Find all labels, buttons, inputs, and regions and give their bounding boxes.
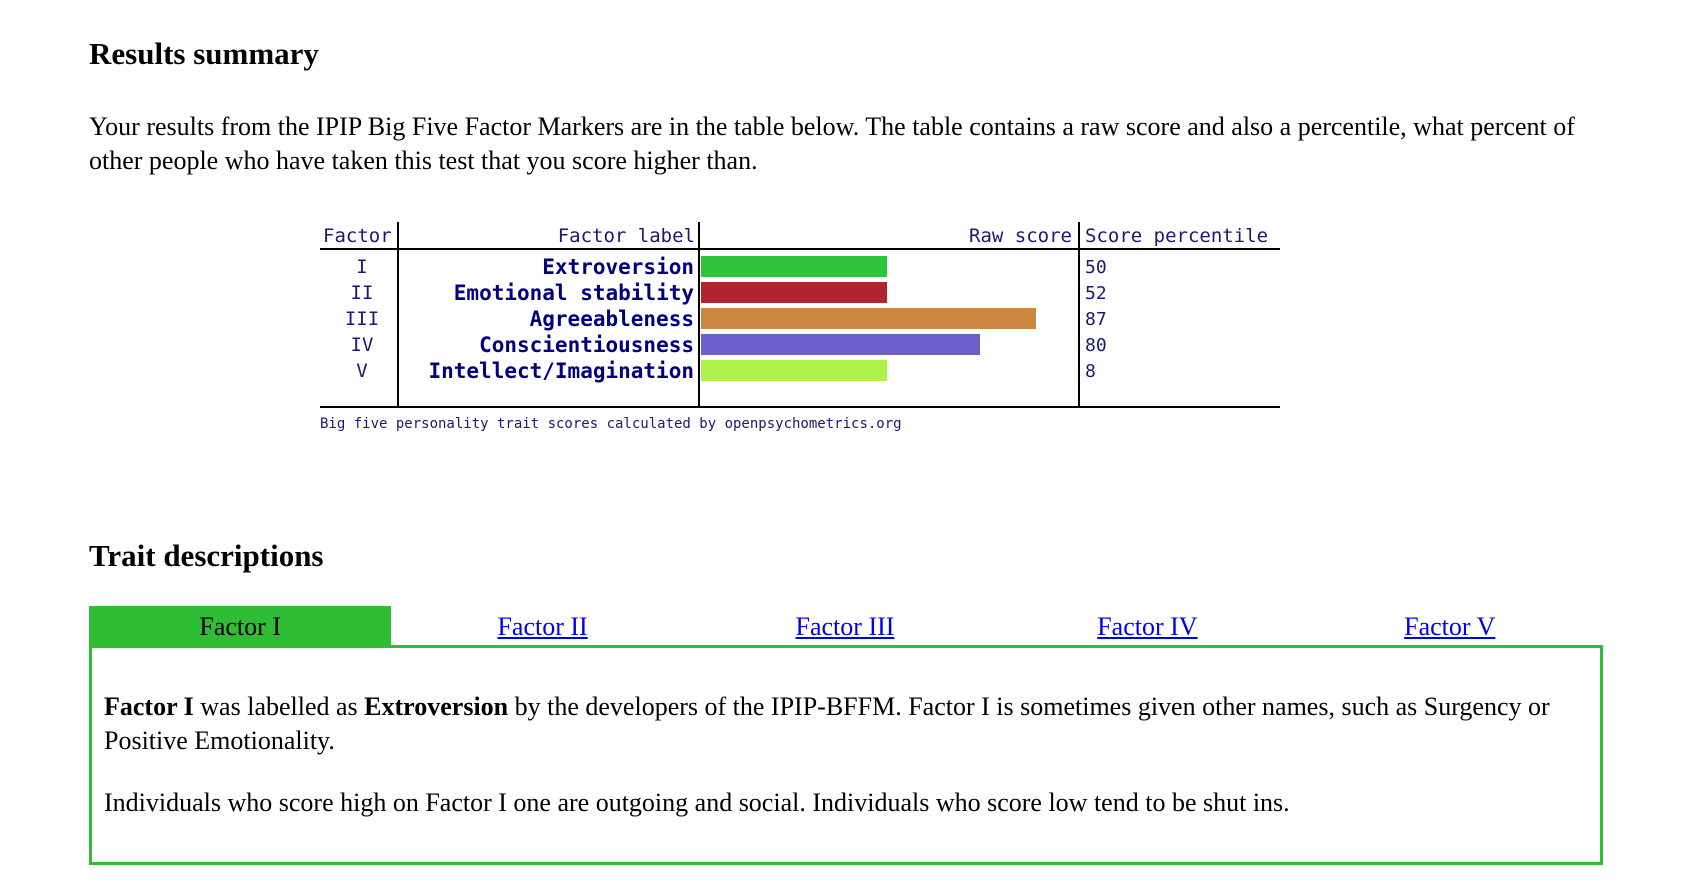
trait-description-paragraph-1: Factor I was labelled as Extroversion by… (104, 690, 1584, 758)
factor-label: Extroversion (542, 255, 694, 279)
score-percentile-value: 52 (1085, 283, 1107, 304)
tab-factor-i[interactable]: Factor I (89, 606, 392, 646)
raw-score-bar (701, 308, 1036, 329)
raw-score-bar (701, 334, 980, 355)
tab-factor-ii[interactable]: Factor II (497, 612, 588, 641)
factor-tab-bar: Factor I Factor II Factor III Factor IV … (89, 606, 1601, 646)
results-summary-heading: Results summary (89, 36, 319, 71)
factor-numeral: I (356, 256, 367, 278)
factor-label: Agreeableness (530, 307, 694, 331)
factor-label: Emotional stability (454, 281, 695, 305)
factor-numeral: III (345, 308, 379, 330)
header-score-percentile: Score percentile (1085, 225, 1268, 247)
factor-numeral: II (351, 282, 374, 304)
chart-grid-lines (320, 222, 1280, 408)
score-percentile-value: 50 (1085, 257, 1107, 278)
chart-footer-credit: Big five personality trait scores calcul… (320, 416, 902, 432)
raw-score-bar (701, 360, 887, 381)
header-factor: Factor (323, 225, 392, 247)
score-percentile-value: 80 (1085, 335, 1107, 356)
raw-score-bar (701, 282, 887, 303)
factor-numeral: V (356, 360, 367, 382)
big-five-score-chart: Factor Factor label Raw score Score perc… (320, 222, 1280, 432)
score-percentile-value: 8 (1085, 361, 1096, 382)
trait-label-bold: Extroversion (364, 692, 509, 721)
trait-descriptions-heading: Trait descriptions (89, 538, 324, 573)
score-percentile-value: 87 (1085, 309, 1107, 330)
text-segment: was labelled as (193, 692, 365, 721)
trait-description-paragraph-2: Individuals who score high on Factor I o… (104, 788, 1290, 817)
tab-factor-iv[interactable]: Factor IV (1097, 612, 1198, 641)
raw-score-bar (701, 256, 887, 277)
header-raw-score: Raw score (969, 225, 1072, 247)
header-factor-label: Factor label (558, 225, 695, 247)
tab-factor-iii[interactable]: Factor III (795, 612, 895, 641)
tab-factor-v[interactable]: Factor V (1404, 612, 1496, 641)
factor-name-bold: Factor I (104, 692, 194, 721)
trait-description-panel: Factor I was labelled as Extroversion by… (89, 645, 1603, 865)
factor-label: Conscientiousness (479, 333, 694, 357)
results-intro-text: Your results from the IPIP Big Five Fact… (89, 112, 1575, 175)
factor-numeral: IV (351, 334, 374, 356)
text-segment: by the developers of the IPIP-BFFM. Fact… (104, 692, 1550, 755)
factor-label: Intellect/Imagination (428, 359, 694, 383)
